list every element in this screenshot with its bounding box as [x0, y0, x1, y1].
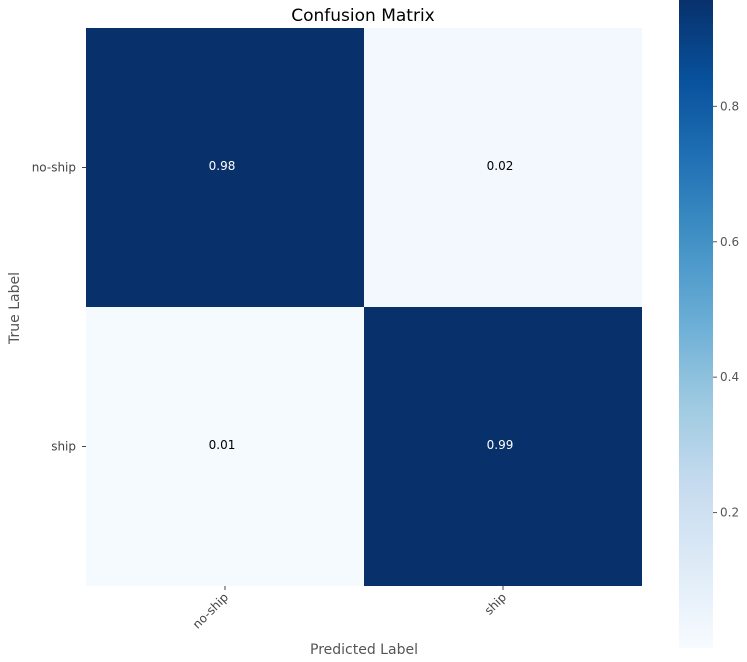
cell-value-label: 0.98 — [209, 159, 236, 173]
colorbar-tick-label: 0.6 — [720, 235, 739, 249]
colorbar-tick-label: 0.4 — [720, 370, 739, 384]
chart-title: Confusion Matrix — [291, 6, 435, 26]
y-tick-label: ship — [51, 440, 76, 454]
cell-value-labels: 0.98 0.02 0.01 0.99 — [209, 159, 514, 452]
y-axis-label: True Label — [7, 272, 23, 345]
x-tick-label: no-ship — [190, 590, 231, 631]
colorbar-ticks: 0.2 0.4 0.6 0.8 — [713, 99, 739, 520]
y-tick-label: no-ship — [32, 161, 76, 175]
heatmap-cell — [86, 307, 364, 586]
cell-value-label: 0.99 — [487, 438, 514, 452]
heatmap-cell — [364, 28, 642, 307]
heatmap-cells — [86, 28, 642, 586]
heatmap-cell — [364, 307, 642, 586]
heatmap-cell — [86, 28, 364, 307]
x-tick-label: ship — [482, 590, 509, 617]
x-axis-label: Predicted Label — [310, 642, 418, 658]
colorbar — [679, 0, 713, 648]
colorbar-tick-label: 0.2 — [720, 506, 739, 520]
cell-value-label: 0.01 — [209, 438, 236, 452]
colorbar-tick-label: 0.8 — [720, 99, 739, 113]
cell-value-label: 0.02 — [487, 159, 514, 173]
